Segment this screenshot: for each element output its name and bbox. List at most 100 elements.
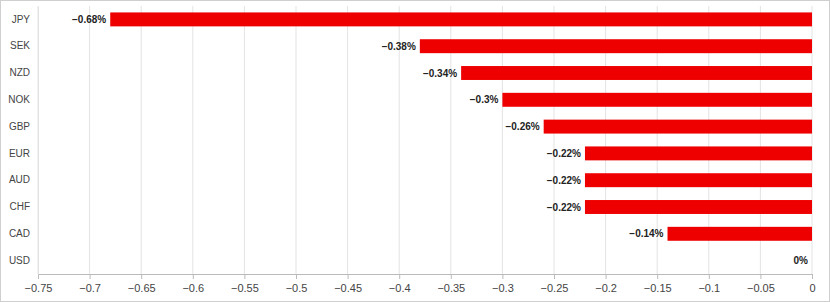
y-tick: USD <box>9 255 38 266</box>
x-tick-mark <box>451 274 452 279</box>
y-tick: CHF <box>9 201 38 212</box>
x-tick-mark <box>502 274 503 279</box>
y-tick: GBP <box>9 121 38 132</box>
x-axis: −0.75 −0.7 −0.65 −0.6 −0.55 −0.5 −0.45 −0.4 −0.3… <box>25 274 816 294</box>
x-tick-label: −0.35 <box>437 282 465 294</box>
data-label: −0.26% <box>505 121 539 132</box>
x-tick: −0.6 <box>182 274 204 294</box>
y-tick: EUR <box>9 148 38 159</box>
data-label: −0.34% <box>423 68 457 79</box>
bar <box>461 66 812 80</box>
x-tick-label: −0.1 <box>698 282 720 294</box>
bar <box>585 173 812 187</box>
data-label: −0.68% <box>72 14 106 25</box>
x-tick-mark <box>554 274 555 279</box>
y-tick-label: CAD <box>9 228 30 239</box>
data-label: −0.14% <box>629 228 663 239</box>
x-tick: −0.05 <box>747 274 775 294</box>
bar <box>812 254 813 268</box>
x-tick-label: −0.7 <box>79 282 101 294</box>
x-tick-label: −0.65 <box>128 282 156 294</box>
bar <box>420 39 812 53</box>
x-tick-label: 0 <box>809 282 815 294</box>
x-tick-mark <box>244 274 245 279</box>
x-tick-mark <box>657 274 658 279</box>
x-tick-label: −0.3 <box>492 282 514 294</box>
x-tick-mark <box>760 274 761 279</box>
y-tick-label: USD <box>9 255 30 266</box>
x-tick: −0.15 <box>644 274 672 294</box>
grid-line <box>38 6 39 274</box>
grid-line <box>141 6 142 274</box>
x-tick-mark <box>348 274 349 279</box>
x-tick-label: −0.4 <box>389 282 411 294</box>
x-axis-line <box>39 275 813 280</box>
x-tick-label: −0.45 <box>334 282 362 294</box>
bars <box>110 12 812 240</box>
x-tick-label: −0.5 <box>286 282 308 294</box>
grid-line <box>192 6 193 274</box>
x-tick-mark <box>38 274 39 279</box>
x-tick-label: −0.6 <box>182 282 204 294</box>
x-tick: −0.45 <box>334 274 362 294</box>
data-label: −0.38% <box>382 41 416 52</box>
x-tick-label: −0.75 <box>25 282 53 294</box>
x-tick-mark <box>606 274 607 279</box>
data-label: −0.22% <box>547 148 581 159</box>
x-tick-mark <box>399 274 400 279</box>
frame <box>1 1 830 302</box>
x-tick-label: −0.05 <box>747 282 775 294</box>
x-tick: −0.3 <box>492 274 514 294</box>
y-tick: AUD <box>9 174 38 185</box>
x-tick: −0.55 <box>231 274 259 294</box>
y-tick-label: CHF <box>9 201 30 212</box>
data-label: −0.22% <box>547 175 581 186</box>
y-tick: CAD <box>9 228 38 239</box>
x-tick-label: −0.55 <box>231 282 259 294</box>
y-axis-line <box>38 7 39 275</box>
x-tick-mark <box>193 274 194 279</box>
grid-line <box>347 6 348 274</box>
y-tick: JPY <box>12 14 38 25</box>
x-tick: −0.4 <box>389 274 411 294</box>
x-tick: −0.2 <box>595 274 617 294</box>
x-tick: −0.75 <box>25 274 53 294</box>
bar <box>585 200 812 214</box>
y-tick-label: GBP <box>9 121 30 132</box>
x-tick-mark <box>90 274 91 279</box>
x-tick-mark <box>709 274 710 279</box>
x-tick: −0.35 <box>437 274 465 294</box>
x-tick: −0.5 <box>286 274 308 294</box>
x-tick-mark <box>141 274 142 279</box>
y-tick: NOK <box>8 94 38 105</box>
x-tick-mark <box>296 274 297 279</box>
y-tick-label: NZD <box>9 67 30 78</box>
x-tick: −0.7 <box>79 274 101 294</box>
y-tick-label: SEK <box>10 40 30 51</box>
data-label: −0.3% <box>470 94 499 105</box>
x-tick-mark <box>812 274 813 279</box>
bar <box>502 93 812 107</box>
data-label: −0.22% <box>547 202 581 213</box>
data-label: 0% <box>794 255 809 266</box>
grid-line <box>89 6 90 274</box>
y-tick-label: JPY <box>12 14 31 25</box>
y-tick-label: AUD <box>9 174 30 185</box>
x-tick-label: −0.25 <box>541 282 569 294</box>
x-tick-label: −0.15 <box>644 282 672 294</box>
x-tick: −0.65 <box>128 274 156 294</box>
x-tick: −0.1 <box>698 274 720 294</box>
y-axis: JPY SEK NZD NOK GBP EUR AUD CHF CAD USD <box>8 7 38 275</box>
y-tick-label: NOK <box>8 94 30 105</box>
x-tick: −0.25 <box>541 274 569 294</box>
x-tick: 0 <box>809 274 815 294</box>
data-labels: −0.68% −0.38% −0.34% −0.3% −0.26% −0.22% −0.22… <box>72 14 808 266</box>
bar <box>110 12 812 26</box>
y-tick-label: EUR <box>9 148 30 159</box>
bar <box>585 146 812 160</box>
bar <box>668 227 812 241</box>
bar <box>544 120 812 134</box>
grid-line <box>244 6 245 274</box>
x-tick-label: −0.2 <box>595 282 617 294</box>
y-tick: NZD <box>9 67 38 78</box>
